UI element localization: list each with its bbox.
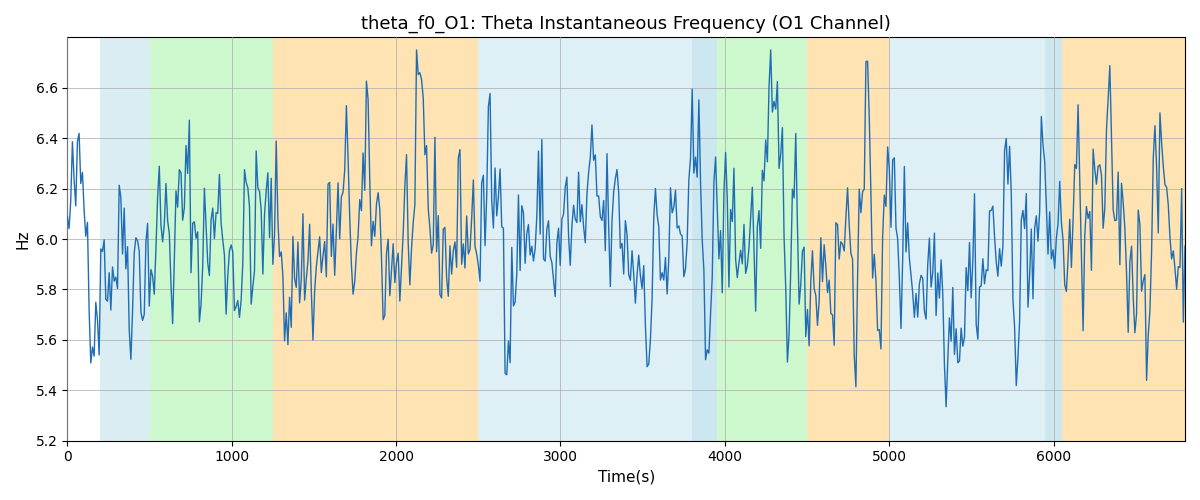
Bar <box>1062 38 1186 440</box>
Bar <box>692 38 716 440</box>
Bar <box>479 38 692 440</box>
Bar <box>889 38 1045 440</box>
Bar <box>101 38 150 440</box>
Bar <box>272 38 479 440</box>
X-axis label: Time(s): Time(s) <box>598 470 655 485</box>
Title: theta_f0_O1: Theta Instantaneous Frequency (O1 Channel): theta_f0_O1: Theta Instantaneous Frequen… <box>361 15 892 34</box>
Bar <box>806 38 889 440</box>
Bar <box>1045 38 1062 440</box>
Bar <box>150 38 272 440</box>
Bar <box>716 38 806 440</box>
Y-axis label: Hz: Hz <box>16 230 30 249</box>
